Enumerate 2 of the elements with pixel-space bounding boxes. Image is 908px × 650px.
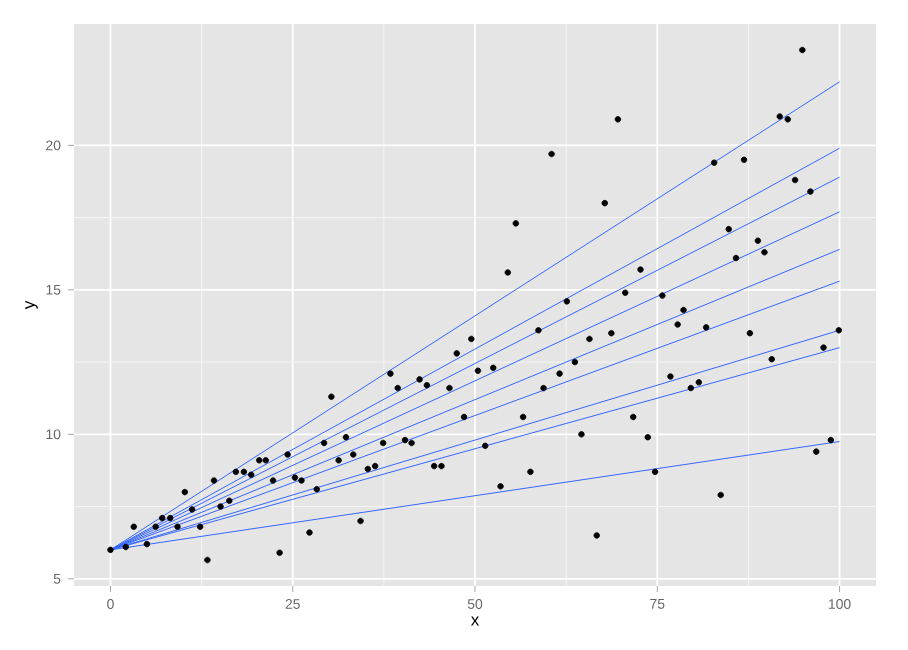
y-axis-title: y	[25, 300, 38, 310]
x-axis-title: x	[470, 616, 480, 626]
